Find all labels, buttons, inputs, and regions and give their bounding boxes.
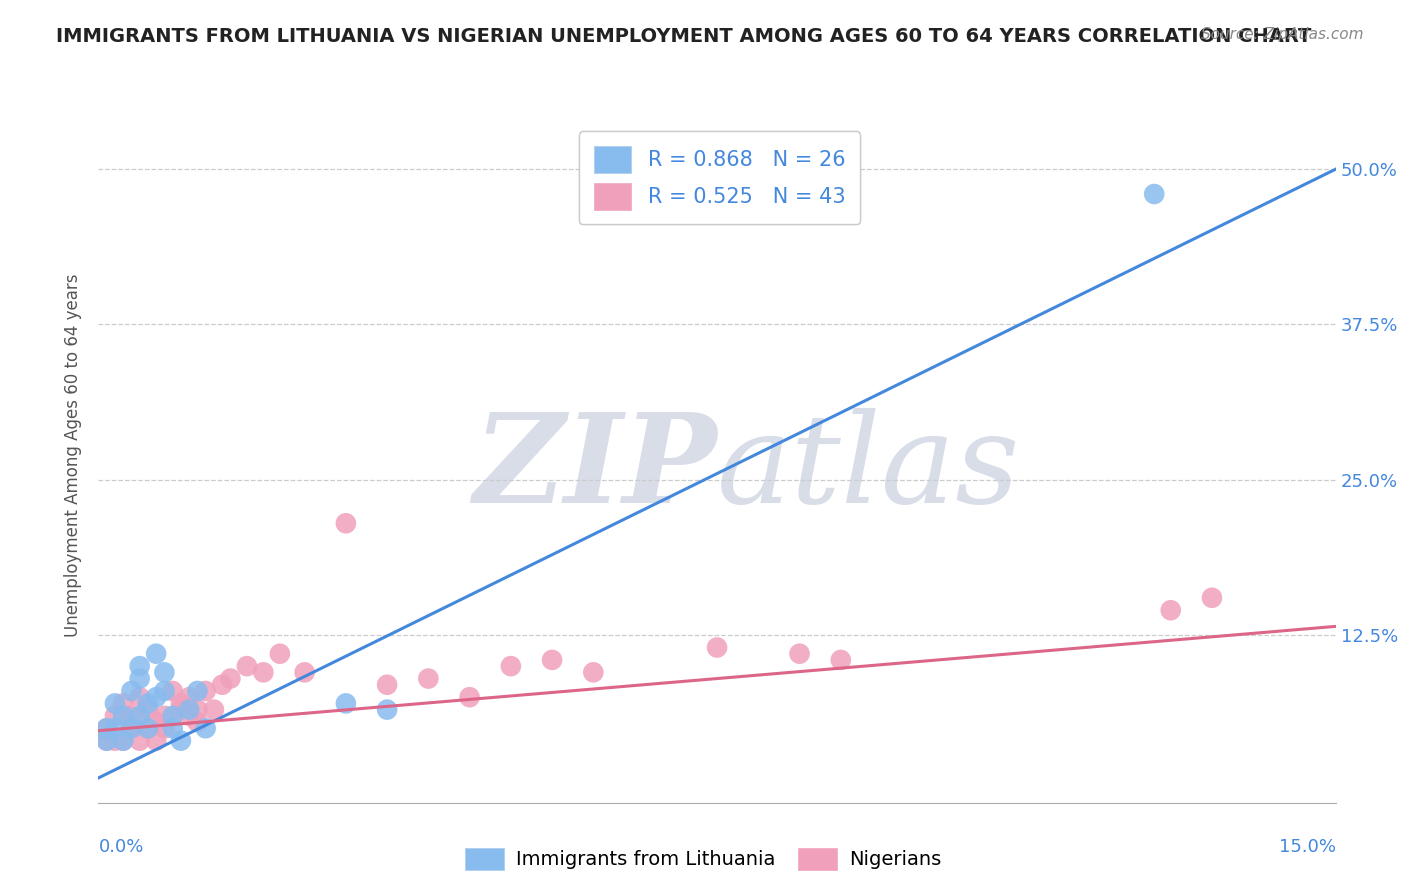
Point: [186, 684, 208, 698]
Point: [136, 721, 159, 735]
Point: [128, 708, 150, 723]
Point: [162, 721, 184, 735]
Point: [96, 721, 118, 735]
Text: 0.0%: 0.0%: [98, 838, 143, 855]
Legend: Immigrants from Lithuania, Nigerians: Immigrants from Lithuania, Nigerians: [457, 839, 949, 878]
Point: [128, 733, 150, 747]
Point: [145, 690, 167, 705]
Point: [104, 721, 127, 735]
Text: ZIP: ZIP: [474, 408, 717, 530]
Point: [104, 733, 127, 747]
Point: [252, 665, 274, 680]
Point: [375, 678, 398, 692]
Point: [162, 708, 184, 723]
Point: [145, 647, 167, 661]
Point: [145, 714, 167, 729]
Point: [202, 703, 225, 717]
Point: [120, 684, 142, 698]
Point: [269, 647, 291, 661]
Point: [1201, 591, 1223, 605]
Point: [830, 653, 852, 667]
Text: 15.0%: 15.0%: [1278, 838, 1336, 855]
Point: [96, 733, 118, 747]
Point: [375, 703, 398, 717]
Point: [236, 659, 259, 673]
Point: [211, 678, 233, 692]
Point: [112, 697, 135, 711]
Point: [104, 697, 127, 711]
Point: [418, 672, 440, 686]
Point: [1160, 603, 1182, 617]
Point: [219, 672, 242, 686]
Text: atlas: atlas: [717, 408, 1021, 530]
Point: [153, 721, 176, 735]
Text: IMMIGRANTS FROM LITHUANIA VS NIGERIAN UNEMPLOYMENT AMONG AGES 60 TO 64 YEARS COR: IMMIGRANTS FROM LITHUANIA VS NIGERIAN UN…: [56, 27, 1312, 45]
Point: [153, 665, 176, 680]
Point: [162, 684, 184, 698]
Point: [153, 708, 176, 723]
Point: [120, 721, 142, 735]
Point: [128, 690, 150, 705]
Point: [104, 708, 127, 723]
Point: [194, 684, 217, 698]
Point: [145, 733, 167, 747]
Point: [335, 516, 357, 531]
Legend: R = 0.868   N = 26, R = 0.525   N = 43: R = 0.868 N = 26, R = 0.525 N = 43: [579, 131, 860, 225]
Point: [179, 703, 201, 717]
Point: [170, 697, 193, 711]
Point: [170, 703, 193, 717]
Point: [706, 640, 728, 655]
Point: [128, 659, 150, 673]
Point: [541, 653, 564, 667]
Point: [112, 708, 135, 723]
Point: [153, 684, 176, 698]
Point: [499, 659, 522, 673]
Point: [120, 708, 142, 723]
Point: [186, 703, 208, 717]
Point: [582, 665, 605, 680]
Text: Source: ZipAtlas.com: Source: ZipAtlas.com: [1201, 27, 1364, 42]
Point: [179, 690, 201, 705]
Point: [136, 721, 159, 735]
Point: [96, 721, 118, 735]
Point: [128, 672, 150, 686]
Point: [789, 647, 811, 661]
Point: [294, 665, 316, 680]
Point: [170, 733, 193, 747]
Point: [96, 733, 118, 747]
Point: [186, 714, 208, 729]
Point: [112, 733, 135, 747]
Point: [1143, 187, 1166, 202]
Point: [458, 690, 481, 705]
Point: [194, 721, 217, 735]
Point: [136, 697, 159, 711]
Point: [112, 733, 135, 747]
Y-axis label: Unemployment Among Ages 60 to 64 years: Unemployment Among Ages 60 to 64 years: [63, 273, 82, 637]
Point: [136, 703, 159, 717]
Point: [120, 721, 142, 735]
Point: [335, 697, 357, 711]
Point: [179, 708, 201, 723]
